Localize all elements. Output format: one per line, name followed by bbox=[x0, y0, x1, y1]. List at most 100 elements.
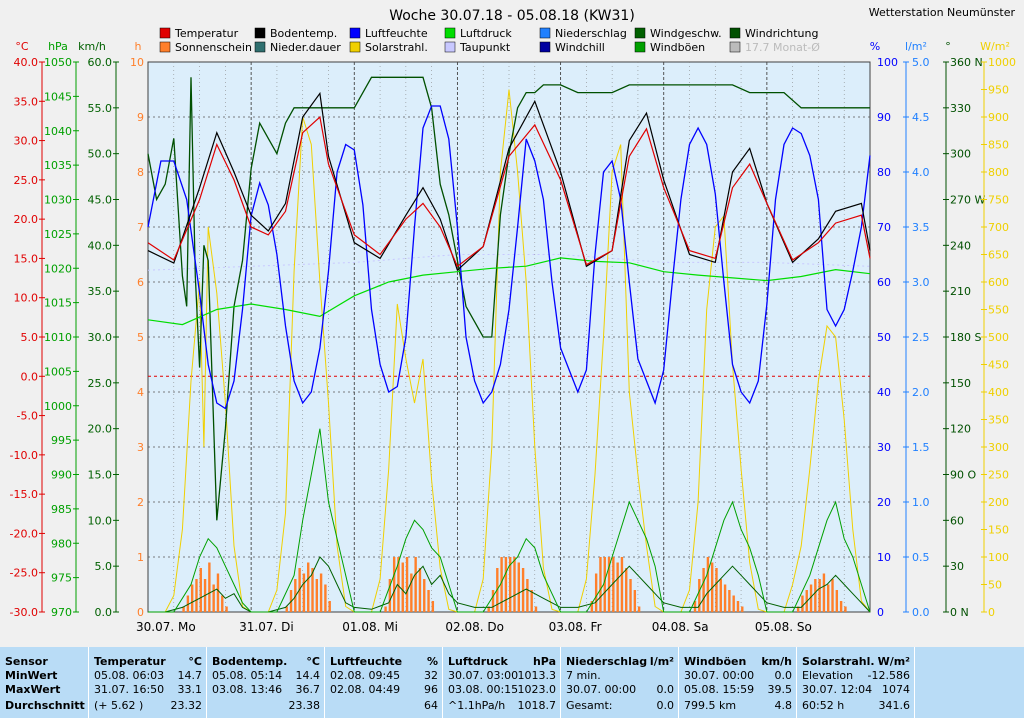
axis-unit-humidity: % bbox=[870, 40, 880, 53]
stats-cell-value: 23.38 bbox=[288, 699, 321, 712]
stats-cell-label: 03.08. 00:15 bbox=[448, 683, 519, 696]
legend-swatch bbox=[254, 41, 266, 53]
axis-unit-temp: °C bbox=[15, 40, 29, 53]
legend-label: Windrichtung bbox=[745, 27, 818, 40]
axis-tick-solar: 1000 bbox=[988, 56, 1016, 69]
stats-cell-label: 02.08. 09:45 bbox=[330, 669, 401, 682]
axis-tick-solar: 0 bbox=[988, 606, 995, 619]
axis-tick-direction: 210 bbox=[950, 285, 971, 298]
axis-tick-solar: 600 bbox=[988, 276, 1009, 289]
legend-swatch bbox=[254, 27, 266, 39]
axis-tick-rain: 4.0 bbox=[912, 166, 930, 179]
stats-col-head: Windböen km/h bbox=[684, 655, 792, 669]
axis-tick-humidity: 100 bbox=[877, 56, 898, 69]
stats-col-head: Luftfeuchte% bbox=[330, 655, 438, 669]
sunshine-bar bbox=[839, 601, 843, 612]
axis-tick-wind: 15.0 bbox=[88, 469, 113, 482]
stats-cell: 60:52 h 341.6 bbox=[802, 699, 910, 713]
axis-tick-wind: 50.0 bbox=[88, 148, 113, 161]
sunshine-bar bbox=[827, 584, 830, 612]
stats-head-unit: l/m² bbox=[649, 655, 674, 668]
sunshine-bar bbox=[311, 568, 314, 612]
legend-label: Windgeschw. bbox=[650, 27, 722, 40]
series-dewpoint bbox=[147, 254, 871, 271]
legend-label: 17.7 Monat-Ø bbox=[745, 41, 820, 54]
sunshine-bar bbox=[315, 579, 319, 612]
stats-cell: 799.5 km 4.8 bbox=[684, 699, 792, 713]
series-soil-temp bbox=[147, 91, 871, 272]
axis-tick-sun_hours: 9 bbox=[137, 111, 144, 124]
axis-tick-solar: 50 bbox=[988, 579, 1002, 592]
stats-col-head: Temperatur °C bbox=[94, 655, 202, 669]
sunshine-bar bbox=[208, 562, 211, 612]
stats-head-label: Solarstrahl. bbox=[802, 655, 875, 668]
stats-cell: 03.08. 00:15 1023.0 bbox=[448, 683, 556, 697]
axis-tick-solar: 450 bbox=[988, 359, 1009, 372]
stats-cell: Elevation -12.586 bbox=[802, 669, 910, 683]
sunshine-bar bbox=[831, 579, 834, 612]
axis-unit-pressure: hPa bbox=[48, 40, 68, 53]
sunshine-bar bbox=[397, 557, 400, 612]
stats-sensor-head: Sensor bbox=[5, 655, 48, 668]
stats-cell: 23.38 bbox=[212, 699, 321, 713]
sunshine-bar bbox=[599, 557, 602, 612]
axis-tick-temp: -25.0 bbox=[10, 567, 38, 580]
axis-tick-solar: 150 bbox=[988, 524, 1009, 537]
legend-label: Windchill bbox=[555, 41, 605, 54]
axis-tick-temp: 25.0 bbox=[14, 174, 39, 187]
legend-label: Luftdruck bbox=[460, 27, 512, 40]
weather-chart-svg: Woche 30.07.18 - 05.08.18 (KW31) Wetterst… bbox=[10, 6, 1016, 634]
axis-tick-wind: 20.0 bbox=[88, 423, 113, 436]
sunshine-bar bbox=[414, 557, 417, 612]
axis-tick-pressure: 1010 bbox=[44, 331, 72, 344]
stats-cell-label: (+ 5.62 ) bbox=[94, 699, 144, 712]
stats-cell-value: 33.1 bbox=[177, 683, 203, 696]
axis-tick-temp: 0.0 bbox=[21, 370, 39, 383]
stats-cell-label: 30.07. 12:04 bbox=[802, 683, 873, 696]
axis-tick-rain: 0.5 bbox=[912, 551, 930, 564]
stats-head-label: Bodentemp. bbox=[212, 655, 288, 668]
stats-cell: 7 min. bbox=[566, 669, 674, 683]
sunshine-bar bbox=[629, 579, 632, 612]
series-humidity bbox=[147, 105, 871, 410]
stats-head-unit: W/m² bbox=[877, 655, 910, 668]
axis-tick-sun_hours: 10 bbox=[130, 56, 144, 69]
axis-unit-rain: l/m² bbox=[905, 40, 927, 53]
axis-tick-wind: 35.0 bbox=[88, 285, 113, 298]
sunshine-bar bbox=[698, 579, 701, 612]
sunshine-bar bbox=[405, 557, 409, 612]
sunshine-bar bbox=[427, 590, 430, 612]
stats-cell-value: 1074 bbox=[882, 683, 910, 696]
axis-tick-rain: 1.5 bbox=[912, 441, 930, 454]
sunshine-bar bbox=[723, 584, 727, 612]
stats-cell-value: 0.0 bbox=[656, 699, 675, 712]
sunshine-bar bbox=[809, 584, 813, 612]
axis-tick-pressure: 1020 bbox=[44, 262, 72, 275]
sunshine-bar bbox=[521, 568, 525, 612]
stats-row-label: Durchschnitt bbox=[5, 699, 85, 712]
sunshine-bar bbox=[625, 568, 628, 612]
stats-cell: 05.08. 06:03 14.7 bbox=[94, 669, 202, 683]
axis-tick-temp: 10.0 bbox=[14, 292, 39, 305]
axis-tick-rain: 0.0 bbox=[912, 606, 930, 619]
axis-tick-solar: 350 bbox=[988, 414, 1009, 427]
axis-tick-rain: 3.5 bbox=[912, 221, 930, 234]
sunshine-bar bbox=[509, 557, 512, 612]
stats-head-label: Windböen bbox=[684, 655, 747, 668]
legend-label: Niederschlag bbox=[555, 27, 627, 40]
axis-tick-wind: 45.0 bbox=[88, 194, 113, 207]
axis-tick-direction: 300 bbox=[950, 148, 971, 161]
sunshine-bar bbox=[186, 595, 190, 612]
stats-cell-label: 05.08. 15:59 bbox=[684, 683, 755, 696]
stats-cell-value: 4.8 bbox=[774, 699, 793, 712]
axis-tick-temp: 5.0 bbox=[21, 331, 39, 344]
legend-swatch bbox=[729, 41, 741, 53]
stats-row-label: MaxWert bbox=[5, 683, 61, 696]
axis-tick-solar: 250 bbox=[988, 469, 1009, 482]
sunshine-bar bbox=[517, 562, 520, 612]
sunshine-bar bbox=[199, 568, 202, 612]
stats-cell: Gesamt: 0.0 bbox=[566, 699, 674, 713]
series-temperature bbox=[147, 115, 871, 268]
series-wind-gusts bbox=[148, 428, 871, 613]
axis-tick-direction: 60 bbox=[950, 514, 964, 527]
